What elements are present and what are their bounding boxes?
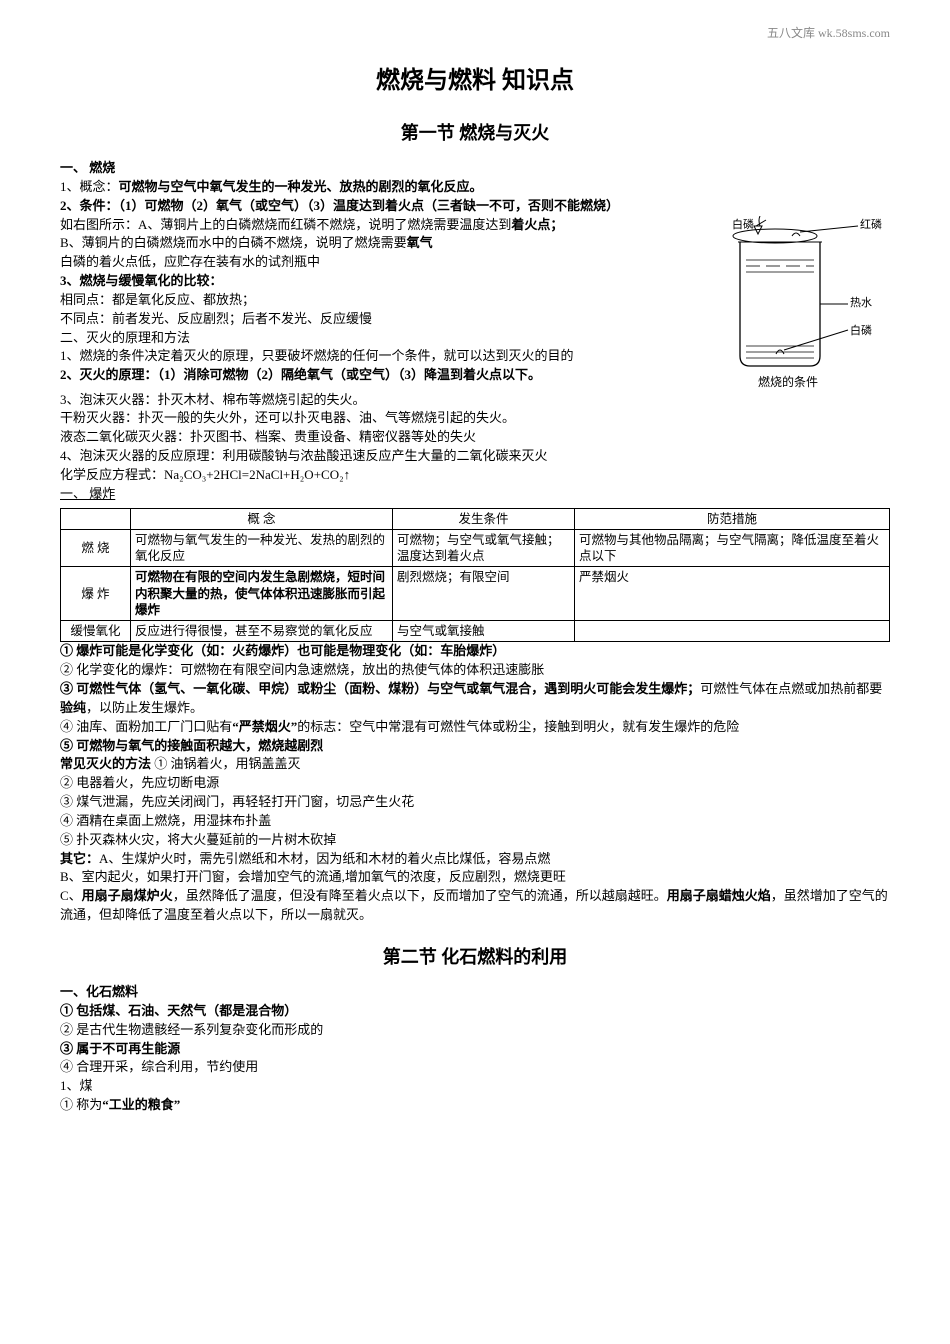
aft-l4c: 的标志：空气中常混有可燃性气体或粉尘，接触到明火，就有发生爆炸的危险 [297, 719, 739, 734]
cell-cond-2: 与空气或氧接触 [393, 621, 575, 642]
aft-l4: ④ 油库、面粉加工厂门口贴有“严禁烟火”的标志：空气中常混有可燃性气体或粉尘，接… [60, 718, 890, 737]
aft-l13c: ，虽然降低了温度，但没有降至着火点以下，反而增加了空气的流通，所以越扇越旺。 [173, 888, 667, 903]
section2-heading: 第二节 化石燃料的利用 [60, 943, 890, 969]
aft-l13b: 用扇子扇煤炉火 [82, 888, 173, 903]
sec1-p3b: 相同点：都是氧化反应、都放热； [60, 291, 712, 310]
sec1-p2b-bold: 着火点； [511, 217, 563, 232]
aft-l2: ② 化学变化的爆炸：可燃物在有限空间内急速燃烧，放出的热使气体的体积迅速膨胀 [60, 661, 890, 680]
diagram-label-reshui: 热水 [850, 296, 872, 309]
table-header-row: 概 念 发生条件 防范措施 [61, 508, 890, 529]
cell-prev-2 [575, 621, 890, 642]
sec2-h1: 一、化石燃料 [60, 983, 890, 1002]
aft-l13d: 用扇子扇蜡烛火焰 [667, 888, 771, 903]
table-row: 缓慢氧化 反应进行得很慢，甚至不易察觉的氧化反应 与空气或氧接触 [61, 621, 890, 642]
cell-name-0: 燃 烧 [61, 529, 131, 567]
th-2: 发生条件 [393, 508, 575, 529]
sec1-h3: 一、 爆炸 [60, 485, 890, 504]
sec1-p1: 1、概念：可燃物与空气中氧气发生的一种发光、放热的剧烈的氧化反应。 [60, 178, 890, 197]
sec1-p3a: 3、燃烧与缓慢氧化的比较： [60, 272, 712, 291]
th-3: 防范措施 [575, 508, 890, 529]
aft-l9: ④ 酒精在桌面上燃烧，用湿抹布扑盖 [60, 812, 890, 831]
sec1-p10: 化学反应方程式：Na₂CO₃+2HCl=2NaCl+H₂O+CO₂↑ [60, 466, 890, 485]
sec1-p2c: B、薄铜片的白磷燃烧而水中的白磷不燃烧，说明了燃烧需要氧气 [60, 234, 712, 253]
aft-l3a: ③ 可燃性气体（氢气、一氧化碳、甲烷）或粉尘（面粉、煤粉）与空气或氧气混合，遇到… [60, 681, 700, 696]
cell-concept-0: 可燃物与氧气发生的一种发光、发热的剧烈的氧化反应 [131, 529, 393, 567]
page-title: 燃烧与燃料 知识点 [60, 60, 890, 95]
sec1-p1-label: 1、概念： [60, 179, 119, 194]
cell-cond-1: 剧烈燃烧；有限空间 [393, 567, 575, 621]
sec1-p2a: 2、条件：（1）可燃物（2）氧气（或空气）（3）温度达到着火点（三者缺一不可，否… [60, 197, 890, 216]
table-row: 爆 炸 可燃物在有限的空间内发生急剧燃烧，短时间内积聚大量的热，使气体体积迅速膨… [61, 567, 890, 621]
th-1: 概 念 [131, 508, 393, 529]
cell-concept-1: 可燃物在有限的空间内发生急剧燃烧，短时间内积聚大量的热，使气体体积迅速膨胀而引起… [131, 567, 393, 621]
diagram-label-baiphos-side: 白磷 [850, 323, 872, 337]
sec2-l4: ④ 合理开采，综合利用，节约使用 [60, 1058, 890, 1077]
aft-l12: B、室内起火，如果打开门窗，会增加空气的流通,增加氧气的浓度，反应剧烈，燃烧更旺 [60, 868, 890, 887]
sec1-h1: 一、 燃烧 [60, 159, 890, 178]
explosion-table: 概 念 发生条件 防范措施 燃 烧 可燃物与氧气发生的一种发光、发热的剧烈的氧化… [60, 508, 890, 643]
aft-l6b: ① 油锅着火，用锅盖盖灭 [151, 756, 301, 771]
cell-name-2: 缓慢氧化 [61, 621, 131, 642]
aft-l13: C、用扇子扇煤炉火，虽然降低了温度，但没有降至着火点以下，反而增加了空气的流通，… [60, 887, 890, 925]
sec1-p1-text: 可燃物与空气中氧气发生的一种发光、放热的剧烈的氧化反应。 [119, 179, 483, 194]
aft-l10: ⑤ 扑灭森林火灾，将大火蔓延前的一片树木砍掉 [60, 831, 890, 850]
aft-l3b: 可燃性气体在点燃或加热前都要 [700, 681, 882, 696]
cell-prev-1: 严禁烟火 [575, 567, 890, 621]
diagram-label-hongphos: 红磷 [860, 218, 882, 231]
sec1-p2c-bold: 氧气 [407, 235, 433, 250]
cell-concept-2: 反应进行得很慢，甚至不易察觉的氧化反应 [131, 621, 393, 642]
sec2-l1: ① 包括煤、石油、天然气（都是混合物） [60, 1002, 890, 1021]
cell-cond-0: 可燃物；与空气或氧气接触；温度达到着火点 [393, 529, 575, 567]
cell-name-1: 爆 炸 [61, 567, 131, 621]
sec1-p2c-text: B、薄铜片的白磷燃烧而水中的白磷不燃烧，说明了燃烧需要 [60, 235, 407, 250]
aft-l13a: C、 [60, 888, 82, 903]
diagram-label-baiphos-top: 白磷 [732, 217, 754, 231]
sec2-l6a: ① 称为 [60, 1097, 102, 1112]
sec2-l5: 1、煤 [60, 1077, 890, 1096]
sec1-p7: 干粉灭火器：扑灭一般的失火外，还可以扑灭电器、油、气等燃烧引起的失火。 [60, 409, 890, 428]
aft-l1: ① 爆炸可能是化学变化（如：火药爆炸）也可能是物理变化（如：车胎爆炸） [60, 642, 890, 661]
table-row: 燃 烧 可燃物与氧气发生的一种发光、发热的剧烈的氧化反应 可燃物；与空气或氧气接… [61, 529, 890, 567]
sec2-l2: ② 是古代生物遗骸经一系列复杂变化而形成的 [60, 1021, 890, 1040]
sec1-p9: 4、泡沫灭火器的反应原理：利用碳酸钠与浓盐酸迅速反应产生大量的二氧化碳来灭火 [60, 447, 890, 466]
aft-l8: ③ 煤气泄漏，先应关闭阀门，再轻轻打开门窗，切忌产生火花 [60, 793, 890, 812]
sec2-l3: ③ 属于不可再生能源 [60, 1040, 890, 1059]
sec1-p8: 液态二氧化碳灭火器：扑灭图书、档案、贵重设备、精密仪器等处的失火 [60, 428, 890, 447]
sec1-p2d: 白磷的着火点低，应贮存在装有水的试剂瓶中 [60, 253, 712, 272]
aft-l7: ② 电器着火，先应切断电源 [60, 774, 890, 793]
sec1-p2b: 如右图所示：A、薄铜片上的白磷燃烧而红磷不燃烧，说明了燃烧需要温度达到着火点； [60, 216, 712, 235]
diagram-caption: 燃烧的条件 [758, 374, 818, 389]
sec2-l6: ① 称为“工业的粮食” [60, 1096, 890, 1115]
sec1-p4: 1、燃烧的条件决定着灭火的原理，只要破坏燃烧的任何一个条件，就可以达到灭火的目的 [60, 347, 712, 366]
sec1-p5a: 2、灭火的原理：（1）消除可燃物（2）隔绝氧气（或空气）（3）降温到着火点以下。 [60, 366, 712, 385]
aft-l6a: 常见灭火的方法 [60, 756, 151, 771]
aft-l11: 其它：A、生煤炉火时，需先引燃纸和木材，因为纸和木材的着火点比煤低，容易点燃 [60, 850, 890, 869]
aft-l11a: 其它： [60, 851, 99, 866]
section1-heading: 第一节 燃烧与灭火 [60, 119, 890, 145]
combustion-diagram: 白磷 红磷 热水 白磷 燃烧的条件 [720, 216, 890, 391]
aft-l6: 常见灭火的方法 ① 油锅着火，用锅盖盖灭 [60, 755, 890, 774]
sec1-h2: 二、灭火的原理和方法 [60, 329, 712, 348]
aft-l4a: ④ 油库、面粉加工厂门口贴有 [60, 719, 232, 734]
watermark: 五八文库 wk.58sms.com [767, 24, 890, 41]
sec1-p2b-text: 如右图所示：A、薄铜片上的白磷燃烧而红磷不燃烧，说明了燃烧需要温度达到 [60, 217, 511, 232]
th-0 [61, 508, 131, 529]
aft-l3c: ，以防止发生爆炸。 [86, 700, 203, 715]
aft-l11b: A、生煤炉火时，需先引燃纸和木材，因为纸和木材的着火点比煤低，容易点燃 [99, 851, 550, 866]
sec1-p3c: 不同点：前者发光、反应剧烈；后者不发光、反应缓慢 [60, 310, 712, 329]
aft-l5: ⑤ 可燃物与氧气的接触面积越大，燃烧越剧烈 [60, 737, 890, 756]
sec1-p6: 3、泡沫灭火器：扑灭木材、棉布等燃烧引起的失火。 [60, 391, 890, 410]
aft-l3: ③ 可燃性气体（氢气、一氧化碳、甲烷）或粉尘（面粉、煤粉）与空气或氧气混合，遇到… [60, 680, 890, 718]
sec2-l6b: “工业的粮食” [102, 1097, 180, 1112]
cell-prev-0: 可燃物与其他物品隔离；与空气隔离；降低温度至着火点以下 [575, 529, 890, 567]
aft-l3b-bold: 验纯 [60, 700, 86, 715]
aft-l4b: “严禁烟火” [232, 719, 297, 734]
